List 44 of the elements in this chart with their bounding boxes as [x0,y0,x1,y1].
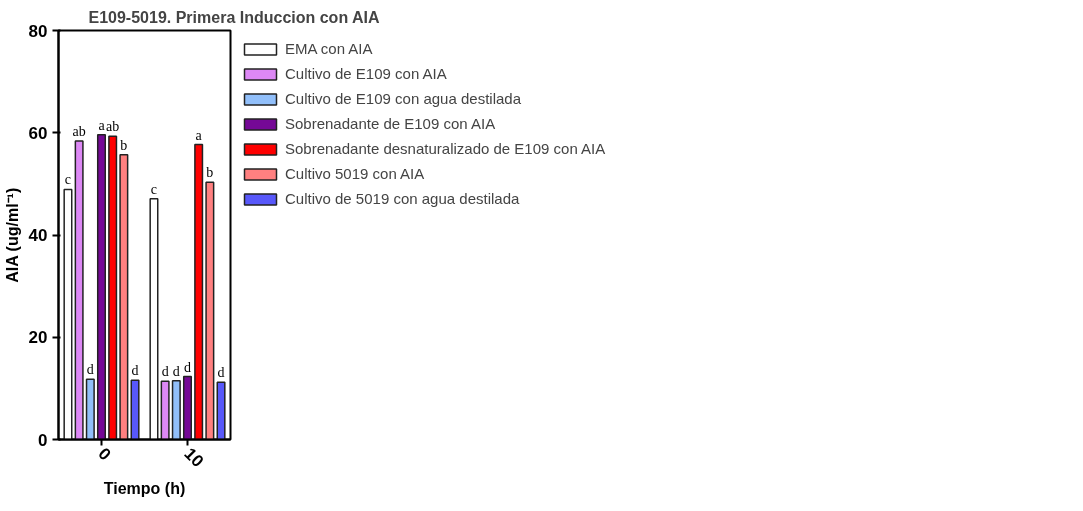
y-tick-label: 20 [28,328,48,348]
chart-title: E109-5019. Primera Induccion con AIA [88,8,381,26]
data-label: d [86,362,94,378]
data-label: ab [72,123,86,139]
data-label: d [161,364,169,380]
bar [171,379,181,440]
data-label: a [98,117,106,133]
bar [96,134,107,440]
x-axis-title: Tiempo (h) [103,480,186,498]
y-tick-label: 80 [28,21,48,41]
y-tick-label: 40 [28,226,48,245]
data-label: b [206,165,214,181]
bar [216,381,226,440]
data-label: c [64,172,72,188]
bar [149,197,159,440]
legend-label: Sobrenadante de E109 con AIA [285,115,496,132]
bar [108,135,118,440]
legend-label: Cultivo de E109 con AIA [285,65,447,82]
bar [85,378,95,440]
bar [205,181,215,440]
data-label: b [120,137,128,153]
bar [74,140,84,440]
data-label: d [131,363,139,379]
legend-label: Cultivo de E109 con agua destilada [285,90,522,107]
y-tick-label: 0 [38,430,48,450]
bar [119,153,129,440]
data-label: ab [106,119,120,135]
bar [182,375,193,440]
data-label: d [172,363,180,379]
data-label: a [195,127,203,143]
data-label: d [217,365,225,381]
bar [63,188,73,440]
legend-label: EMA con AIA [285,40,373,57]
legend-label: Sobrenadante desnaturalizado de E109 con AIA [285,140,606,157]
data-label: d [184,359,191,375]
legend-label: Cultivo de 5019 con agua destilada [285,190,520,207]
data-label: c [150,181,158,197]
y-axis-title: AIA (ug/ml⁻¹) [3,187,21,283]
y-tick-label: 60 [28,123,48,143]
bar [130,379,140,440]
bar [194,143,204,440]
bar [160,380,170,440]
legend-label: Cultivo 5019 con AIA [285,165,425,182]
x-tick-label: 10 [180,444,208,471]
